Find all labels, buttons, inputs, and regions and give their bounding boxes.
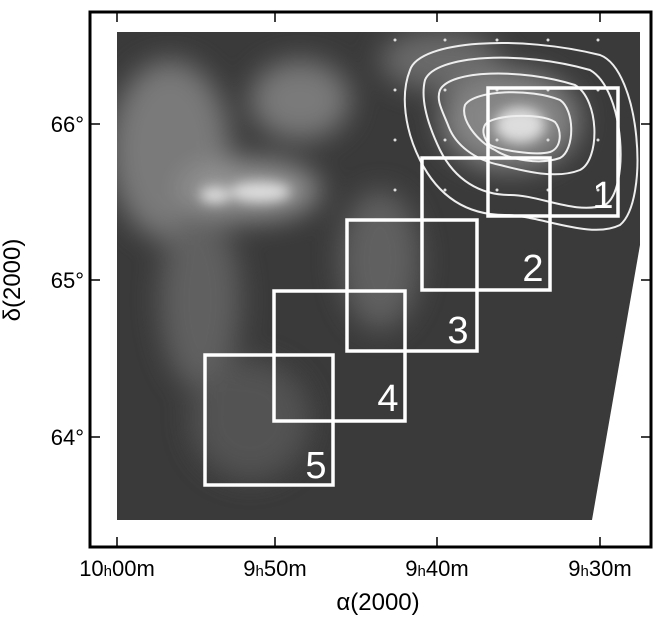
figure: 1 2 3 4 5 10h00m 9h50m 9h40m 9h30m α(200… — [0, 0, 653, 617]
y-tick-label: 66° — [51, 112, 84, 137]
field-label: 4 — [377, 378, 398, 420]
x-tick-label: 9h40m — [405, 556, 468, 581]
x-tick-label: 9h50m — [243, 556, 306, 581]
field-label: 3 — [447, 310, 468, 352]
x-tick-label: 9h30m — [568, 556, 631, 581]
field-label: 2 — [522, 248, 543, 290]
y-axis-label: δ(2000) — [0, 239, 26, 322]
y-tick-label: 64° — [51, 425, 84, 450]
x-tick-label: 10h00m — [79, 556, 155, 581]
x-axis-label: α(2000) — [336, 589, 419, 616]
sky-image — [110, 30, 640, 520]
field-label: 5 — [305, 445, 326, 487]
field-label: 1 — [592, 175, 613, 217]
y-tick-label: 65° — [51, 268, 84, 293]
